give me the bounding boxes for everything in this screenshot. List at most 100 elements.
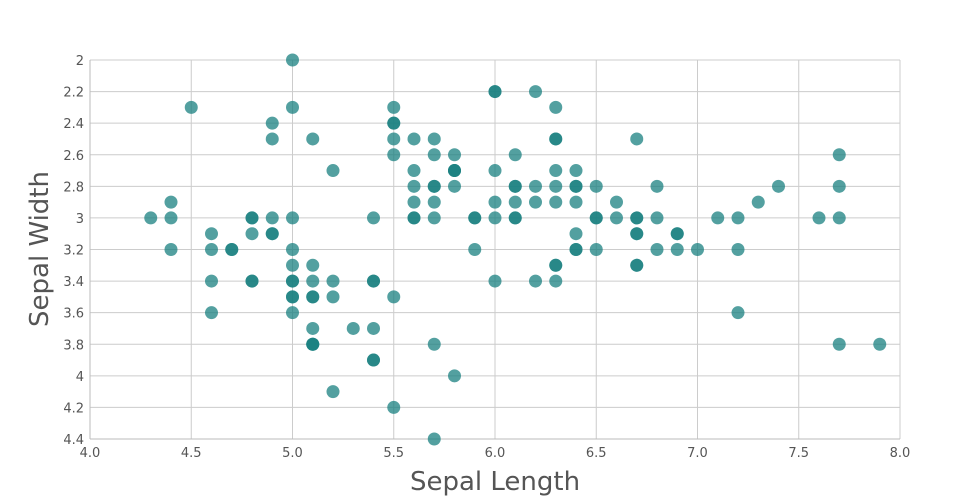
y-tick-label: 2.6	[63, 149, 84, 164]
scatter-point	[589, 211, 603, 225]
y-tick-label: 3.2	[63, 244, 84, 259]
scatter-point	[427, 211, 441, 225]
scatter-point	[387, 132, 401, 146]
scatter-point	[184, 100, 198, 114]
scatter-point	[245, 211, 259, 225]
scatter-point	[488, 274, 502, 288]
scatter-point	[265, 227, 279, 241]
scatter-point	[569, 243, 583, 256]
scatter-point	[205, 274, 218, 288]
scatter-point	[306, 258, 320, 272]
scatter-point	[508, 211, 522, 225]
scatter-point	[286, 100, 299, 114]
scatter-point	[569, 179, 583, 193]
scatter-point	[529, 179, 542, 193]
scatter-point	[873, 337, 887, 351]
scatter-point	[265, 211, 279, 225]
scatter-point	[306, 274, 320, 288]
x-axis-ticks: 4.0 4.5 5.0 5.5 6.0 6.5 7.0 7.5 8.0	[80, 446, 911, 461]
y-tick-label: 3.8	[63, 338, 84, 353]
scatter-point	[367, 274, 380, 288]
x-tick-label: 5.0	[282, 446, 303, 461]
scatter-point	[691, 243, 704, 256]
scatter-point	[630, 258, 644, 272]
grid-lines	[89, 59, 901, 440]
scatter-point	[711, 211, 725, 225]
y-tick-label: 4.4	[63, 433, 84, 448]
x-tick-label: 4.5	[181, 446, 202, 461]
scatter-point	[650, 211, 664, 225]
scatter-point	[832, 337, 846, 351]
x-axis-title: Sepal Length	[410, 467, 580, 497]
x-tick-label: 7.0	[687, 446, 708, 461]
scatter-point	[387, 116, 401, 130]
y-tick-label: 2.2	[63, 86, 84, 101]
scatter-point	[427, 148, 441, 162]
scatter-point	[407, 211, 421, 225]
scatter-point	[407, 179, 421, 193]
scatter-point	[731, 243, 745, 256]
scatter-point	[549, 100, 563, 114]
scatter-point	[751, 195, 765, 209]
scatter-point	[549, 195, 563, 209]
scatter-point	[812, 211, 826, 225]
y-axis-ticks: 2 2.2 2.4 2.6 2.8 3 3.2 3.4 3.6 3.8 4 4.2 4.4	[63, 54, 84, 448]
scatter-point	[367, 211, 380, 225]
scatter-point	[488, 85, 502, 99]
scatter-point	[488, 211, 502, 225]
scatter-point	[326, 385, 340, 399]
scatter-point	[508, 148, 522, 162]
x-tick-label: 7.5	[788, 446, 809, 461]
scatter-point	[205, 243, 218, 256]
scatter-point	[488, 195, 502, 209]
scatter-point	[549, 258, 563, 272]
scatter-point	[529, 195, 542, 209]
scatter-point	[670, 243, 684, 256]
y-tick-label: 3.6	[63, 307, 84, 322]
scatter-point	[387, 100, 401, 114]
scatter-point	[286, 243, 299, 256]
scatter-point	[326, 274, 340, 288]
scatter-point	[164, 243, 178, 256]
scatter-point	[468, 211, 482, 225]
scatter-point	[448, 179, 461, 193]
scatter-point	[286, 306, 299, 320]
scatter-point	[306, 321, 320, 335]
scatter-point	[569, 164, 583, 178]
y-tick-label: 4.2	[63, 401, 84, 416]
scatter-point	[387, 290, 401, 304]
scatter-point	[508, 195, 522, 209]
y-tick-label: 3	[76, 212, 84, 227]
scatter-point	[164, 195, 178, 209]
scatter-point	[610, 211, 623, 225]
scatter-point	[731, 306, 745, 320]
scatter-point	[427, 337, 441, 351]
y-tick-label: 4	[76, 370, 84, 385]
x-tick-label: 6.0	[485, 446, 506, 461]
scatter-point	[144, 211, 158, 225]
y-tick-label: 2.4	[63, 117, 84, 132]
scatter-point	[367, 353, 380, 367]
scatter-point	[286, 274, 299, 288]
x-tick-label: 6.5	[586, 446, 607, 461]
scatter-point	[448, 369, 461, 383]
scatter-point	[427, 432, 441, 446]
scatter-point	[569, 195, 583, 209]
scatter-point	[205, 227, 218, 241]
scatter-point	[427, 132, 441, 146]
scatter-point	[286, 53, 299, 67]
y-axis-title: Sepal Width	[25, 171, 55, 327]
scatter-point	[630, 132, 644, 146]
y-tick-label: 2	[76, 54, 84, 69]
scatter-point	[610, 195, 623, 209]
scatter-point	[265, 116, 279, 130]
data-points	[144, 53, 887, 446]
scatter-point	[387, 148, 401, 162]
scatter-point	[265, 132, 279, 146]
y-tick-label: 2.8	[63, 180, 84, 195]
scatter-point	[772, 179, 785, 193]
scatter-point	[286, 290, 299, 304]
scatter-point	[448, 148, 461, 162]
scatter-point	[589, 179, 603, 193]
